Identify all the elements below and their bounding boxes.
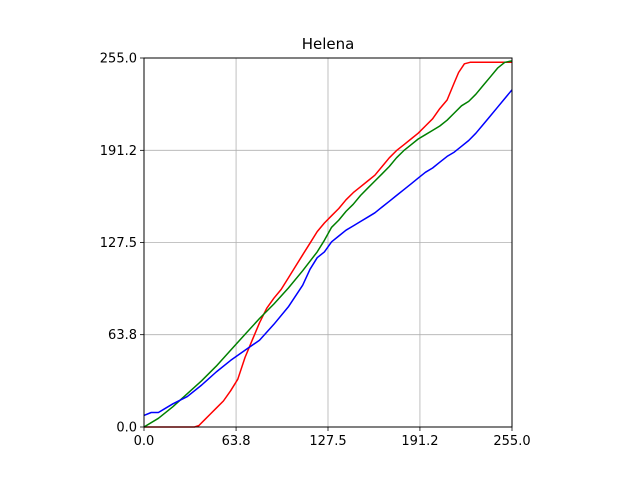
- chart-title: Helena: [302, 35, 355, 53]
- ticks: 0.0 63.8 127.5 191.2 255.0 0.0 63.8 127.5 191.2 2…: [100, 52, 531, 450]
- series-line-0: [144, 61, 512, 428]
- x-tick-label-4: 255.0: [493, 434, 530, 449]
- x-tick-label-0: 0.0: [134, 434, 155, 449]
- x-tick-label-2: 127.5: [309, 434, 346, 449]
- y-tick-label-3: 191.2: [100, 144, 137, 159]
- y-tick-label-2: 127.5: [100, 236, 137, 251]
- y-tick-label-4: 255.0: [100, 52, 137, 67]
- series-line-1: [143, 60, 513, 428]
- x-tick-label-3: 191.2: [401, 434, 438, 449]
- series-layer: [143, 60, 513, 428]
- series-line-2: [143, 89, 513, 417]
- x-tick-label-1: 63.8: [222, 434, 251, 449]
- y-tick-label-0: 0.0: [116, 421, 137, 436]
- y-tick-label-1: 63.8: [108, 328, 137, 343]
